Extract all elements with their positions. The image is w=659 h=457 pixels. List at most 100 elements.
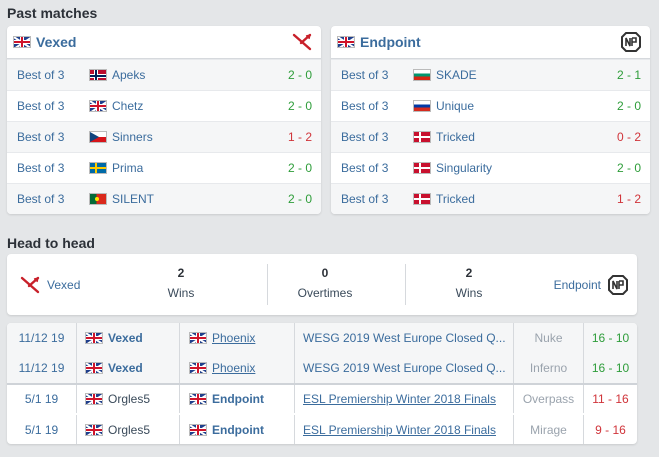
endpoint-team-link[interactable]: Endpoint <box>360 34 421 50</box>
h2h-team2-wins: 2 Wins <box>414 266 524 300</box>
uk-flag-icon <box>337 36 355 48</box>
overtimes-label: Overtimes <box>297 286 353 300</box>
vexed-logo-icon <box>20 276 40 293</box>
opponent-link[interactable]: Singularity <box>436 161 493 175</box>
opponent-link[interactable]: Tricked <box>436 130 475 144</box>
opponent-link[interactable]: Prima <box>112 161 144 175</box>
match-format: Best of 3 <box>17 68 65 82</box>
match-date: 5/1 19 <box>7 385 77 413</box>
table-row[interactable]: 5/1 19 Orgles5 Endpoint ESL Premiership … <box>7 415 637 444</box>
match-format: Best of 3 <box>341 68 389 82</box>
team1-link[interactable]: Orgles5 <box>108 423 151 437</box>
team1-wins-count: 2 <box>177 266 185 280</box>
past-matches-vexed-panel: Vexed Best of 3 Apeks 2 - 0 Best of 3 Ch… <box>7 26 321 214</box>
uk-flag-icon <box>89 100 107 112</box>
match-row[interactable]: Best of 3 Prima 2 - 0 <box>7 152 321 183</box>
portugal-flag-icon <box>89 193 107 205</box>
czech-flag-icon <box>89 131 107 143</box>
match-date: 5/1 19 <box>7 415 77 444</box>
russia-flag-icon <box>413 100 431 112</box>
match-date: 11/12 19 <box>7 353 77 383</box>
uk-flag-icon <box>13 36 31 48</box>
match-format: Best of 3 <box>341 192 389 206</box>
map-name: Nuke <box>514 323 584 353</box>
match-format: Best of 3 <box>17 99 65 113</box>
head-to-head-history-table: 11/12 19 Vexed Phoenix WESG 2019 West Eu… <box>7 323 637 444</box>
h2h-team1-name[interactable]: Vexed <box>47 277 81 292</box>
match-format: Best of 3 <box>17 130 65 144</box>
uk-flag-icon <box>189 332 207 344</box>
match-row[interactable]: Best of 3 Unique 2 - 0 <box>331 90 650 121</box>
denmark-flag-icon <box>413 162 431 174</box>
match-row[interactable]: Best of 3 Tricked 1 - 2 <box>331 183 650 214</box>
past-matches-title: Past matches <box>7 5 98 21</box>
team2-link[interactable]: Endpoint <box>212 392 264 406</box>
match-row[interactable]: Best of 3 Apeks 2 - 0 <box>7 59 321 90</box>
endpoint-logo-icon[interactable] <box>620 31 642 53</box>
match-format: Best of 3 <box>341 99 389 113</box>
table-row[interactable]: 5/1 19 Orgles5 Endpoint ESL Premiership … <box>7 383 637 413</box>
vexed-team-link[interactable]: Vexed <box>36 34 77 50</box>
table-row[interactable]: 11/12 19 Vexed Phoenix WESG 2019 West Eu… <box>7 323 637 353</box>
opponent-link[interactable]: Sinners <box>112 130 153 144</box>
match-score: 2 - 0 <box>287 161 312 175</box>
event-link[interactable]: WESG 2019 West Europe Closed Q... <box>303 361 506 375</box>
match-score: 2 - 0 <box>287 68 312 82</box>
opponent-link[interactable]: Unique <box>436 99 475 113</box>
event-link[interactable]: WESG 2019 West Europe Closed Q... <box>303 331 506 345</box>
uk-flag-icon <box>189 424 207 436</box>
h2h-team2-name[interactable]: Endpoint <box>553 277 601 292</box>
team2-wins-label: Wins <box>455 286 483 300</box>
overtimes-count: 0 <box>321 266 329 280</box>
match-result[interactable]: 11 - 16 <box>592 392 629 406</box>
match-row[interactable]: Best of 3 SILENT 2 - 0 <box>7 183 321 214</box>
h2h-team1[interactable]: Vexed <box>20 254 80 315</box>
h2h-team2[interactable]: Endpoint <box>554 254 629 315</box>
match-result[interactable]: 16 - 10 <box>591 361 630 375</box>
table-row[interactable]: 11/12 19 Vexed Phoenix WESG 2019 West Eu… <box>7 353 637 383</box>
match-format: Best of 3 <box>341 161 389 175</box>
match-score: 2 - 0 <box>287 192 312 206</box>
match-score: 2 - 1 <box>616 68 641 82</box>
match-result[interactable]: 16 - 10 <box>591 331 630 345</box>
head-to-head-summary: Vexed 2 Wins 0 Overtimes 2 Wins Endpoint <box>7 254 637 315</box>
opponent-link[interactable]: SILENT <box>112 192 155 206</box>
match-score: 2 - 0 <box>616 99 641 113</box>
match-row[interactable]: Best of 3 Sinners 1 - 2 <box>7 121 321 152</box>
uk-flag-icon <box>85 332 103 344</box>
match-score: 1 - 2 <box>287 130 312 144</box>
match-format: Best of 3 <box>17 161 65 175</box>
event-link[interactable]: ESL Premiership Winter 2018 Finals <box>303 392 496 406</box>
opponent-link[interactable]: Tricked <box>436 192 475 206</box>
team1-wins-label: Wins <box>167 286 195 300</box>
team1-link[interactable]: Orgles5 <box>108 392 151 406</box>
uk-flag-icon <box>189 362 207 374</box>
match-row[interactable]: Best of 3 Singularity 2 - 0 <box>331 152 650 183</box>
h2h-team1-wins: 2 Wins <box>126 266 236 300</box>
denmark-flag-icon <box>413 131 431 143</box>
opponent-link[interactable]: SKADE <box>436 68 477 82</box>
team1-link[interactable]: Vexed <box>108 361 143 375</box>
vexed-logo-icon[interactable] <box>291 31 313 53</box>
map-name: Overpass <box>514 385 584 413</box>
team2-link[interactable]: Phoenix <box>212 331 256 345</box>
match-date: 11/12 19 <box>7 323 77 353</box>
past-matches-endpoint-panel: Endpoint Best of 3 SKADE 2 - 1 Best of 3… <box>331 26 650 214</box>
match-row[interactable]: Best of 3 Chetz 2 - 0 <box>7 90 321 121</box>
match-result[interactable]: 9 - 16 <box>595 423 626 437</box>
team1-link[interactable]: Vexed <box>108 331 143 345</box>
match-score: 1 - 2 <box>616 192 641 206</box>
norway-flag-icon <box>89 69 107 81</box>
opponent-link[interactable]: Apeks <box>112 68 146 82</box>
team2-link[interactable]: Phoenix <box>212 361 256 375</box>
denmark-flag-icon <box>413 193 431 205</box>
team2-link[interactable]: Endpoint <box>212 423 264 437</box>
h2h-overtimes: 0 Overtimes <box>270 266 380 300</box>
opponent-link[interactable]: Chetz <box>112 99 144 113</box>
bulgaria-flag-icon <box>413 69 431 81</box>
uk-flag-icon <box>85 393 103 405</box>
match-row[interactable]: Best of 3 Tricked 0 - 2 <box>331 121 650 152</box>
endpoint-panel-header: Endpoint <box>331 26 650 59</box>
match-row[interactable]: Best of 3 SKADE 2 - 1 <box>331 59 650 90</box>
event-link[interactable]: ESL Premiership Winter 2018 Finals <box>303 423 496 437</box>
